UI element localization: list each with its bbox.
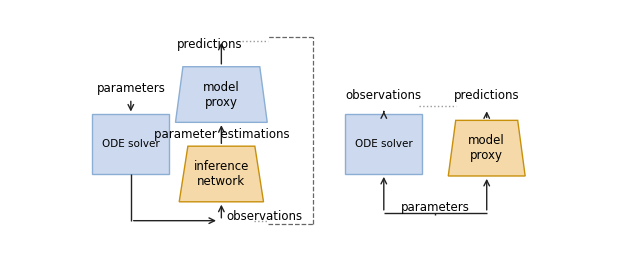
Polygon shape [179,146,264,202]
Text: observations: observations [227,210,303,223]
Text: inference
network: inference network [194,160,249,188]
Text: observations: observations [346,90,422,102]
Text: predictions: predictions [454,90,520,102]
Bar [346,114,422,174]
Text: ODE solver: ODE solver [102,139,160,149]
Text: parameter estimations: parameter estimations [154,128,289,141]
Text: model
proxy: model proxy [203,80,240,109]
Text: ODE solver: ODE solver [355,139,413,149]
Text: predictions: predictions [177,38,243,51]
Polygon shape [448,120,525,176]
Bar [92,114,169,174]
Text: parameters: parameters [401,201,470,214]
Text: model
proxy: model proxy [468,134,505,162]
Polygon shape [175,67,268,122]
Text: parameters: parameters [97,82,165,94]
